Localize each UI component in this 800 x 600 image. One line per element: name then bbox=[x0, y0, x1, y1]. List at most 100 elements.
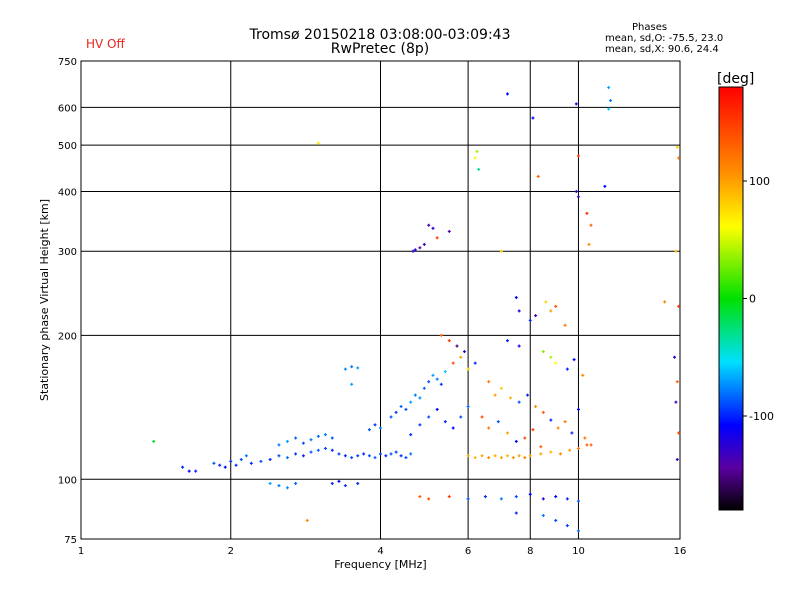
data-point bbox=[305, 518, 309, 522]
data-point bbox=[607, 107, 611, 111]
data-point bbox=[367, 428, 371, 432]
x-tick-label: 1 bbox=[78, 546, 84, 557]
data-point bbox=[439, 333, 443, 337]
data-point bbox=[447, 339, 451, 343]
data-point bbox=[447, 229, 451, 233]
data-point bbox=[541, 513, 545, 517]
data-point bbox=[418, 246, 422, 250]
data-point bbox=[499, 249, 503, 253]
data-point bbox=[394, 450, 398, 454]
data-point bbox=[675, 457, 679, 461]
y-axis-label: Stationary phase Virtual Height [km] bbox=[38, 199, 51, 401]
data-point bbox=[268, 457, 272, 461]
grid-lines bbox=[81, 61, 680, 539]
data-point bbox=[466, 454, 470, 458]
data-point bbox=[389, 415, 393, 419]
data-point bbox=[356, 481, 360, 485]
data-point bbox=[514, 439, 518, 443]
data-point bbox=[249, 461, 253, 465]
x-tick-label: 2 bbox=[228, 546, 234, 557]
data-point bbox=[399, 454, 403, 458]
data-point bbox=[609, 99, 613, 103]
data-point bbox=[576, 195, 580, 199]
data-point bbox=[431, 373, 435, 377]
data-point bbox=[563, 323, 567, 327]
data-point bbox=[574, 189, 578, 193]
data-point bbox=[663, 300, 667, 304]
data-point bbox=[212, 461, 216, 465]
data-point bbox=[466, 404, 470, 408]
data-point bbox=[554, 361, 558, 365]
data-point bbox=[259, 459, 263, 463]
data-point bbox=[574, 102, 578, 106]
data-point bbox=[576, 499, 580, 503]
chart-subtitle: RwPretec (8p) bbox=[330, 41, 430, 57]
data-point bbox=[534, 314, 538, 318]
y-tick-label: 300 bbox=[58, 247, 77, 258]
data-point bbox=[475, 149, 479, 153]
data-point bbox=[499, 386, 503, 390]
x-tick-label: 10 bbox=[572, 546, 585, 557]
data-point bbox=[394, 410, 398, 414]
data-point bbox=[418, 495, 422, 499]
data-point bbox=[316, 434, 320, 438]
phases-stats-title: Phases bbox=[632, 22, 668, 33]
data-point bbox=[343, 454, 347, 458]
y-tick-label: 200 bbox=[58, 331, 77, 342]
data-point bbox=[549, 418, 553, 422]
data-point bbox=[409, 433, 413, 437]
data-point bbox=[285, 439, 289, 443]
data-point bbox=[277, 454, 281, 458]
data-point bbox=[435, 407, 439, 411]
data-point bbox=[294, 481, 298, 485]
data-point bbox=[576, 407, 580, 411]
data-point bbox=[301, 441, 305, 445]
data-point bbox=[517, 400, 521, 404]
data-point bbox=[677, 431, 681, 435]
colorbar-gradient bbox=[718, 86, 744, 511]
data-point bbox=[505, 431, 509, 435]
data-point bbox=[526, 393, 530, 397]
data-point bbox=[367, 454, 371, 458]
data-point bbox=[285, 456, 289, 460]
data-point bbox=[330, 436, 334, 440]
x-axis-label: Frequency [MHz] bbox=[334, 558, 426, 571]
data-point bbox=[585, 443, 589, 447]
colorbar-label: [deg] bbox=[717, 71, 754, 87]
data-point bbox=[404, 407, 408, 411]
y-tick-label: 400 bbox=[58, 187, 77, 198]
data-point bbox=[565, 524, 569, 528]
y-tick-label: 750 bbox=[58, 57, 77, 68]
y-tick-label: 500 bbox=[58, 141, 77, 152]
data-point bbox=[487, 380, 491, 384]
data-point bbox=[427, 380, 431, 384]
data-point bbox=[517, 454, 521, 458]
data-point bbox=[528, 492, 532, 496]
data-point bbox=[337, 479, 341, 483]
data-point bbox=[455, 344, 459, 348]
data-point bbox=[473, 156, 477, 160]
data-point bbox=[576, 446, 580, 450]
data-point bbox=[576, 154, 580, 158]
data-point bbox=[466, 367, 470, 371]
x-tick-label: 8 bbox=[527, 546, 533, 557]
data-point bbox=[399, 404, 403, 408]
x-tick-label: 6 bbox=[465, 546, 471, 557]
data-point bbox=[603, 184, 607, 188]
data-point bbox=[539, 452, 543, 456]
data-point bbox=[480, 415, 484, 419]
data-point bbox=[330, 448, 334, 452]
data-point bbox=[152, 439, 156, 443]
data-point bbox=[413, 393, 417, 397]
data-point bbox=[337, 452, 341, 456]
data-points bbox=[152, 86, 681, 533]
data-point bbox=[673, 355, 677, 359]
colorbar-tick-label: 0 bbox=[749, 293, 756, 306]
data-point bbox=[343, 367, 347, 371]
data-point bbox=[541, 497, 545, 501]
data-point bbox=[422, 386, 426, 390]
data-point bbox=[323, 446, 327, 450]
data-point bbox=[487, 456, 491, 460]
data-point bbox=[435, 377, 439, 381]
data-point bbox=[473, 456, 477, 460]
